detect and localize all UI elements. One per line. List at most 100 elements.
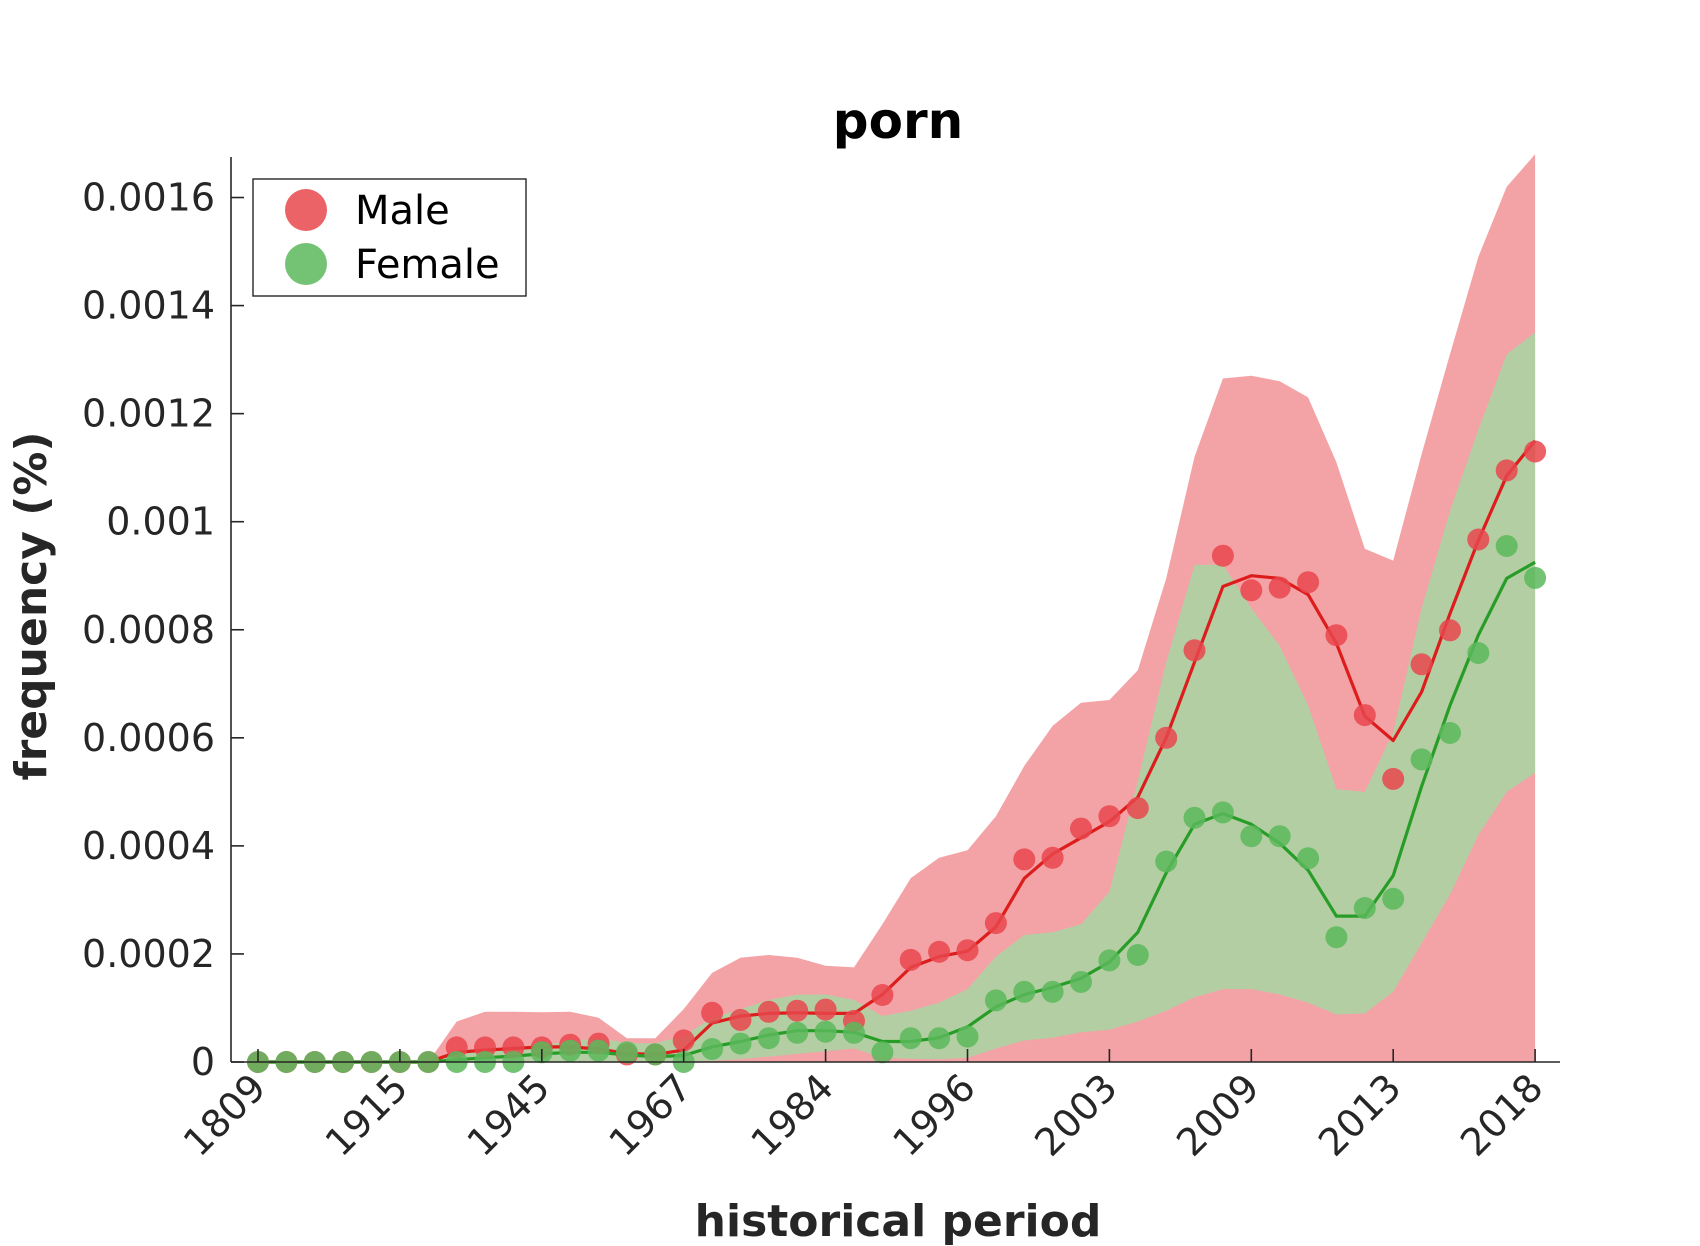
point-male xyxy=(1183,639,1206,662)
y-axis-ticks: 0 0.0002 0.0004 0.0006 0.0008 0.001 0.0012 0.00… xyxy=(82,176,244,1084)
point-male xyxy=(984,912,1007,935)
point-male xyxy=(1325,624,1348,647)
band-female xyxy=(258,332,1536,1063)
x-tick-label: 1809 xyxy=(175,1065,275,1165)
y-tick-label: 0.0006 xyxy=(82,716,215,760)
point-female xyxy=(1297,847,1320,870)
point-male xyxy=(899,948,922,971)
point-female xyxy=(1410,748,1433,771)
y-tick-label: 0.0002 xyxy=(82,932,215,976)
y-tick-label: 0.0004 xyxy=(82,824,215,868)
point-male xyxy=(1467,528,1490,551)
point-female xyxy=(1126,944,1149,966)
point-male xyxy=(1211,544,1234,567)
point-female xyxy=(615,1041,638,1064)
point-female xyxy=(1353,897,1376,919)
y-tick-label: 0.0014 xyxy=(82,284,215,328)
point-female xyxy=(559,1039,582,1062)
point-male xyxy=(1297,571,1320,594)
point-female xyxy=(786,1021,809,1044)
point-male xyxy=(1013,848,1036,871)
y-tick-label: 0 xyxy=(191,1040,215,1084)
point-female xyxy=(984,989,1007,1012)
point-female xyxy=(1041,980,1064,1003)
point-female xyxy=(644,1043,667,1066)
point-female xyxy=(1382,887,1405,910)
x-tick-label: 2009 xyxy=(1168,1065,1268,1165)
point-female xyxy=(1524,566,1547,589)
y-tick-label: 0.0012 xyxy=(82,392,215,436)
trend-line-female xyxy=(258,560,1536,1064)
point-female xyxy=(1268,825,1291,848)
y-tick-label: 0.001 xyxy=(106,500,215,544)
point-male xyxy=(786,999,809,1022)
x-tick-label: 1915 xyxy=(317,1065,417,1165)
point-female xyxy=(1467,642,1490,664)
point-male xyxy=(701,1001,724,1024)
legend-label-female: Female xyxy=(355,242,500,288)
x-axis-label: historical period xyxy=(695,1196,1102,1246)
point-male xyxy=(956,939,979,962)
point-female xyxy=(1211,801,1234,824)
point-female xyxy=(1325,926,1348,949)
legend: Male Female xyxy=(252,178,527,297)
point-male xyxy=(1382,767,1405,790)
point-female xyxy=(701,1038,724,1060)
point-male xyxy=(1098,805,1121,828)
point-female xyxy=(956,1025,979,1048)
x-tick-label: 2018 xyxy=(1452,1065,1552,1165)
x-tick-label: 1996 xyxy=(884,1065,984,1165)
point-male xyxy=(1410,653,1433,676)
point-female xyxy=(1240,825,1263,848)
point-male xyxy=(1353,704,1376,727)
x-tick-label: 2013 xyxy=(1310,1065,1410,1165)
legend-label-male: Male xyxy=(355,188,450,234)
chart-title: porn xyxy=(833,92,963,150)
y-tick-label: 0.0016 xyxy=(82,176,215,220)
point-male xyxy=(672,1029,695,1052)
point-male xyxy=(1240,579,1263,602)
point-female xyxy=(1098,949,1121,972)
point-female xyxy=(928,1027,951,1050)
point-female xyxy=(1070,971,1092,993)
point-female xyxy=(757,1027,780,1050)
x-tick-label: 1945 xyxy=(459,1065,559,1165)
x-tick-label: 1967 xyxy=(601,1065,701,1165)
point-female xyxy=(1013,980,1036,1003)
legend-marker-male xyxy=(285,189,327,231)
point-male xyxy=(1155,726,1178,749)
y-axis-label: frequency (%) xyxy=(6,431,57,780)
point-male xyxy=(757,1000,780,1023)
legend-marker-female xyxy=(285,243,327,285)
point-female xyxy=(587,1039,610,1062)
data-points xyxy=(247,440,1547,1073)
trend-lines xyxy=(258,439,1537,1064)
point-male xyxy=(871,984,894,1006)
point-male xyxy=(1439,619,1461,642)
point-male xyxy=(814,998,837,1021)
point-female xyxy=(843,1021,865,1044)
point-male xyxy=(1524,440,1547,463)
trend-line-male xyxy=(258,439,1537,1064)
point-female xyxy=(1155,850,1178,873)
point-female xyxy=(871,1041,894,1064)
point-male xyxy=(1495,459,1518,482)
point-female xyxy=(1183,806,1206,829)
point-male xyxy=(729,1008,752,1031)
point-male xyxy=(1070,817,1092,840)
point-female xyxy=(1495,535,1518,557)
point-male xyxy=(928,940,951,963)
point-male xyxy=(1126,797,1149,820)
point-female xyxy=(729,1032,752,1055)
axes xyxy=(230,157,1560,1063)
x-tick-label: 1984 xyxy=(742,1065,842,1165)
point-female xyxy=(814,1020,837,1043)
x-tick-label: 2003 xyxy=(1026,1065,1126,1165)
point-female xyxy=(1439,722,1461,744)
point-female xyxy=(899,1027,922,1050)
confidence-bands xyxy=(258,154,1536,1063)
point-male xyxy=(1268,576,1291,599)
point-male xyxy=(1041,846,1064,869)
y-tick-label: 0.0008 xyxy=(82,608,215,652)
